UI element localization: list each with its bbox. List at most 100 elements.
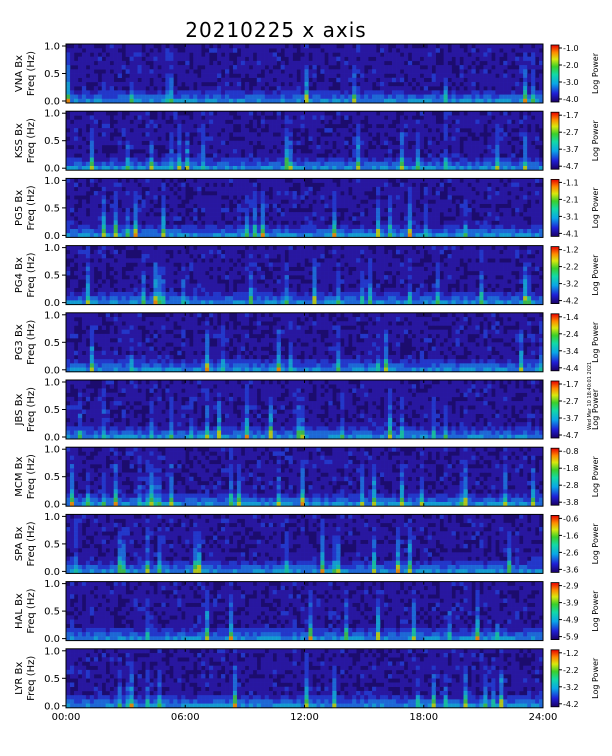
spectrogram-cell: [340, 73, 345, 79]
spectrogram-cell: [145, 178, 150, 183]
spectrogram-cell: [129, 44, 134, 49]
spectrogram-cell: [213, 132, 218, 137]
spectrogram-cell: [407, 65, 413, 70]
spectrogram-cell: [161, 128, 166, 133]
spectrogram-cell: [268, 182, 274, 188]
spectrogram-cell: [169, 258, 174, 263]
spectrogram-cell: [81, 220, 87, 226]
spectrogram-cell: [312, 65, 317, 70]
spectrogram-cell: [348, 94, 353, 100]
spectrogram-cell: [217, 186, 222, 192]
spectrogram-cell: [531, 153, 536, 158]
spectrogram-cell: [185, 136, 190, 141]
spectrogram-cell: [316, 296, 321, 301]
spectrogram-cell: [503, 115, 508, 120]
spectrogram-cell: [292, 191, 297, 196]
spectrogram-cell: [491, 94, 496, 100]
spectrogram-cell: [399, 157, 405, 163]
spectrogram-cell: [244, 220, 250, 226]
spectrogram-cell: [256, 81, 262, 87]
spectrogram-cell: [475, 140, 480, 146]
spectrogram-cell: [169, 245, 174, 251]
spectrogram-cell: [101, 258, 107, 263]
spectrogram-cell: [93, 283, 99, 289]
spectrogram-cell: [443, 69, 448, 74]
spectrogram-cell: [141, 287, 146, 293]
spectrogram-cell: [221, 228, 226, 234]
spectrogram-cell: [113, 161, 118, 167]
spectrogram-cell: [73, 157, 79, 163]
spectrogram-cell: [173, 258, 178, 263]
spectrogram-cell: [217, 216, 222, 221]
spectrogram-cell: [479, 81, 484, 87]
spectrogram-cell: [539, 186, 544, 192]
spectrogram-cell: [320, 81, 325, 87]
spectrogram-cell: [244, 119, 250, 125]
spectrogram-cell: [248, 291, 254, 297]
spectrogram-cell: [201, 279, 206, 284]
spectrogram-cell: [352, 182, 357, 188]
spectrogram-cell: [344, 111, 349, 116]
spectrogram-cell: [300, 245, 305, 251]
spectrogram-cell: [499, 98, 504, 104]
spectrogram-cell: [368, 199, 373, 204]
spectrogram-cell: [471, 195, 476, 200]
spectrogram-cell: [284, 224, 289, 230]
spectrogram-cell: [487, 144, 492, 150]
spectrogram-cell: [519, 165, 524, 171]
spectrogram-cell: [284, 262, 289, 267]
spectrogram-cell: [447, 224, 452, 230]
spectrogram-cell: [523, 191, 528, 196]
spectrogram-cell: [121, 94, 126, 100]
spectrogram-cell: [431, 203, 436, 209]
spectrogram-cell: [531, 56, 536, 62]
spectrogram-cell: [280, 191, 285, 196]
spectrogram-cell: [69, 291, 75, 297]
spectrogram-cell: [360, 191, 365, 196]
spectrogram-cell: [531, 161, 536, 167]
spectrogram-cell: [467, 69, 472, 74]
spectrogram-cell: [304, 233, 309, 238]
y-tick-label: 0.5: [44, 136, 60, 147]
spectrogram-cell: [391, 52, 397, 57]
spectrogram-cell: [153, 279, 158, 284]
spectrogram-cell: [113, 199, 118, 204]
spectrogram-cell: [232, 254, 238, 259]
spectrogram-cell: [213, 245, 218, 251]
spectrogram-cell: [280, 203, 285, 209]
spectrogram-cell: [157, 262, 162, 267]
spectrogram-cell: [240, 56, 246, 62]
spectrogram-cell: [352, 56, 357, 62]
spectrogram-cell: [89, 77, 95, 83]
spectrogram-cell: [364, 136, 369, 141]
spectrogram-cell: [475, 44, 480, 49]
spectrogram-cell: [407, 149, 413, 154]
spectrogram-cell: [475, 123, 480, 129]
spectrogram-cell: [439, 90, 444, 95]
spectrogram-cell: [173, 233, 178, 238]
spectrogram-cell: [519, 119, 524, 125]
spectrogram-cell: [181, 186, 186, 192]
spectrogram-cell: [495, 191, 500, 196]
spectrogram-cell: [217, 228, 222, 234]
spectrogram-cell: [85, 119, 91, 125]
spectrogram-cell: [487, 178, 492, 183]
spectrogram-cell: [344, 220, 349, 226]
spectrogram-cell: [77, 258, 83, 263]
spectrogram-cell: [133, 191, 138, 196]
panel-ylabel-freq: Freq (Hz): [26, 118, 37, 163]
spectrogram-cell: [240, 296, 246, 301]
spectrogram-cell: [487, 56, 492, 62]
spectrogram-cell: [380, 94, 385, 100]
spectrogram-cell: [292, 258, 297, 263]
spectrogram-cell: [499, 81, 504, 87]
spectrogram-cell: [431, 123, 436, 129]
spectrogram-cell: [495, 69, 500, 74]
spectrogram-cell: [97, 296, 103, 301]
spectrogram-cell: [332, 233, 337, 238]
spectrogram-cell: [372, 300, 377, 305]
spectrogram-cell: [387, 254, 393, 259]
spectrogram-cell: [185, 128, 190, 133]
spectrogram-cell: [352, 115, 357, 120]
spectrogram-cell: [81, 86, 87, 91]
